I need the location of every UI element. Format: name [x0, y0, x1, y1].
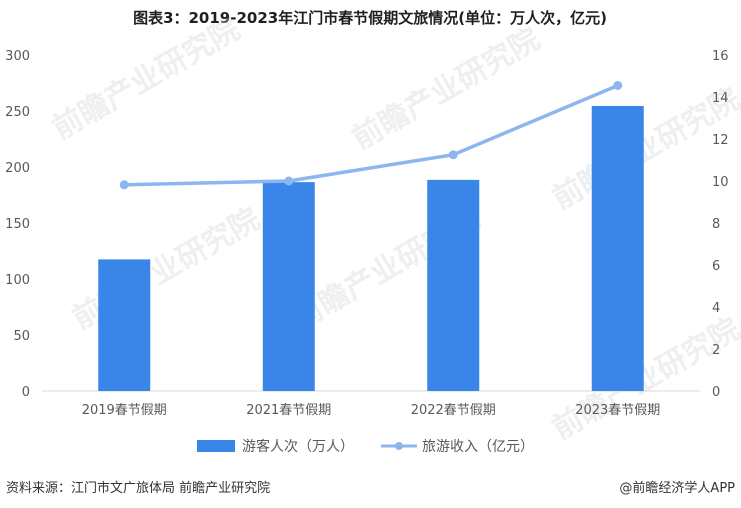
- legend-swatch-bar: [197, 440, 235, 452]
- bar-1: [262, 182, 315, 391]
- line-point-0: [119, 180, 129, 190]
- x-axis-ticks: 2019春节假期 2021春节假期 2022春节假期 2023春节假期: [82, 403, 661, 418]
- right-tick-1: 2: [712, 343, 720, 358]
- legend-label-revenue: 旅游收入（亿元）: [422, 439, 534, 455]
- x-tick-0: 2019春节假期: [82, 403, 167, 418]
- x-tick-2: 2022春节假期: [411, 403, 496, 418]
- source-note: 资料来源：江门市文广旅体局 前瞻产业研究院: [6, 480, 270, 496]
- left-tick-2: 100: [5, 273, 30, 288]
- left-tick-0: 0: [22, 385, 30, 400]
- brand-label: @前瞻经济学人APP: [619, 480, 735, 496]
- chart-title: 图表3：2019-2023年江门市春节假期文旅情况(单位：万人次，亿元): [133, 9, 607, 27]
- right-tick-6: 12: [712, 133, 729, 148]
- line-point-2: [448, 150, 458, 160]
- bar-2: [427, 179, 480, 391]
- legend-swatch-marker: [395, 442, 403, 450]
- right-axis-ticks: 0 2 4 6 8 10 12 14 16: [712, 49, 729, 400]
- line-point-1: [284, 176, 294, 186]
- bar-3: [591, 105, 644, 392]
- right-tick-4: 8: [712, 217, 720, 232]
- x-tick-1: 2021春节假期: [246, 403, 331, 418]
- line-point-3: [613, 80, 623, 90]
- watermark-1: 前瞻产业研究院: [347, 22, 546, 157]
- left-tick-6: 300: [5, 49, 30, 64]
- legend: 游客人次（万人） 旅游收入（亿元）: [197, 438, 534, 455]
- left-tick-5: 250: [5, 105, 30, 120]
- revenue-line: [124, 83, 619, 187]
- right-tick-8: 16: [712, 49, 729, 64]
- left-tick-4: 200: [5, 161, 30, 176]
- watermark-3: 前瞻产业研究院: [67, 202, 266, 337]
- left-tick-1: 50: [13, 329, 30, 344]
- right-tick-5: 10: [712, 175, 729, 190]
- left-tick-3: 150: [5, 217, 30, 232]
- right-tick-2: 4: [712, 301, 720, 316]
- legend-label-visitors: 游客人次（万人）: [242, 438, 354, 455]
- right-tick-0: 0: [712, 385, 720, 400]
- bar-series: [98, 105, 644, 392]
- right-tick-3: 6: [712, 259, 720, 274]
- watermark-0: 前瞻产业研究院: [47, 12, 246, 147]
- left-axis-ticks: 0 50 100 150 200 250 300: [5, 49, 30, 400]
- x-tick-3: 2023春节假期: [575, 403, 660, 418]
- right-tick-7: 14: [712, 91, 729, 106]
- bar-0: [98, 259, 151, 391]
- line-series: [119, 80, 623, 190]
